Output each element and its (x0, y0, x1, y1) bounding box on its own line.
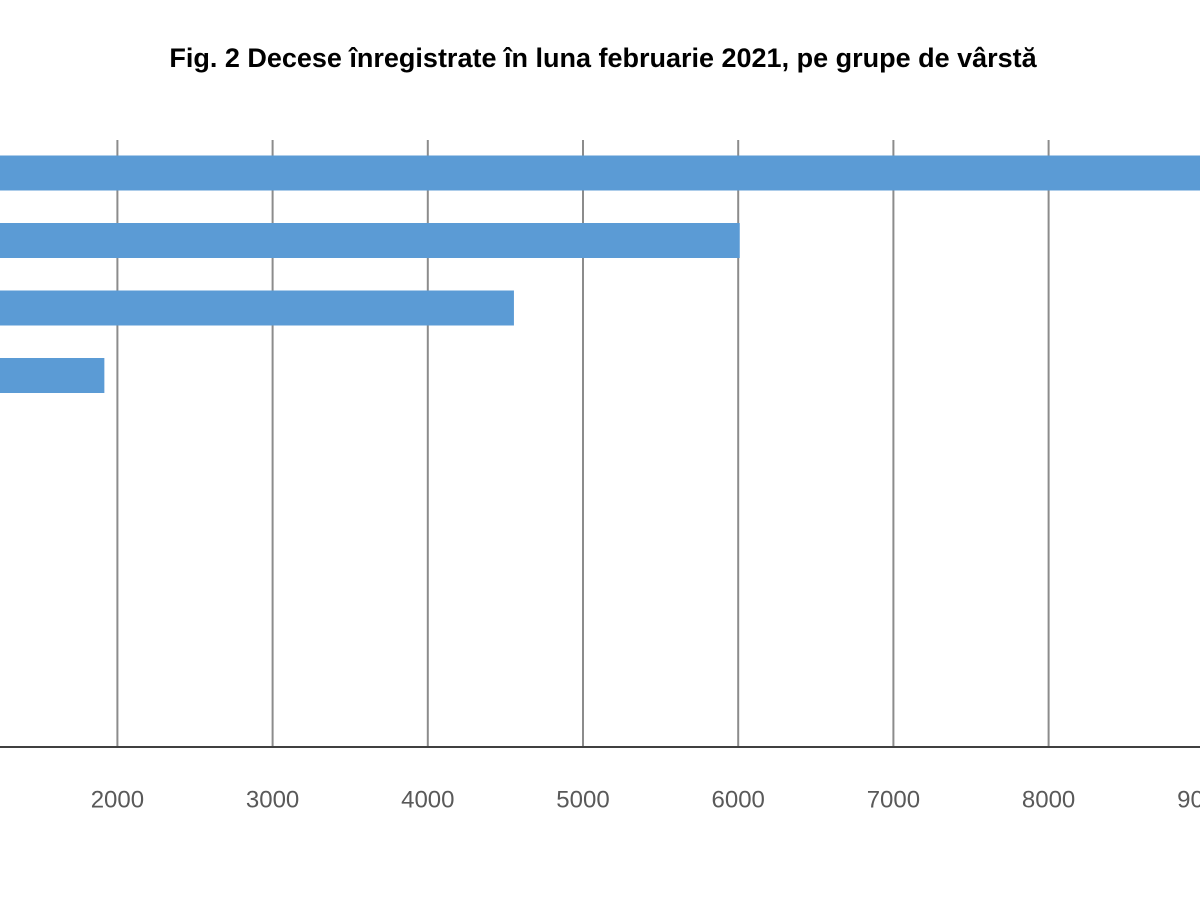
x-tick-label: 9000 (1177, 786, 1200, 813)
x-tick-label: 8000 (1022, 786, 1075, 813)
bar (0, 155, 1200, 191)
x-tick-label: 6000 (712, 786, 765, 813)
x-tick-label: 3000 (246, 786, 299, 813)
bar (0, 358, 105, 393)
bar (0, 290, 514, 326)
x-tick-label: 5000 (556, 786, 609, 813)
x-tick-label: 2000 (91, 786, 144, 813)
chart-title: Fig. 2 Decese înregistrate în luna febru… (169, 43, 1037, 73)
x-tick-label: 7000 (867, 786, 920, 813)
bar (0, 223, 740, 258)
x-tick-label: 4000 (401, 786, 454, 813)
